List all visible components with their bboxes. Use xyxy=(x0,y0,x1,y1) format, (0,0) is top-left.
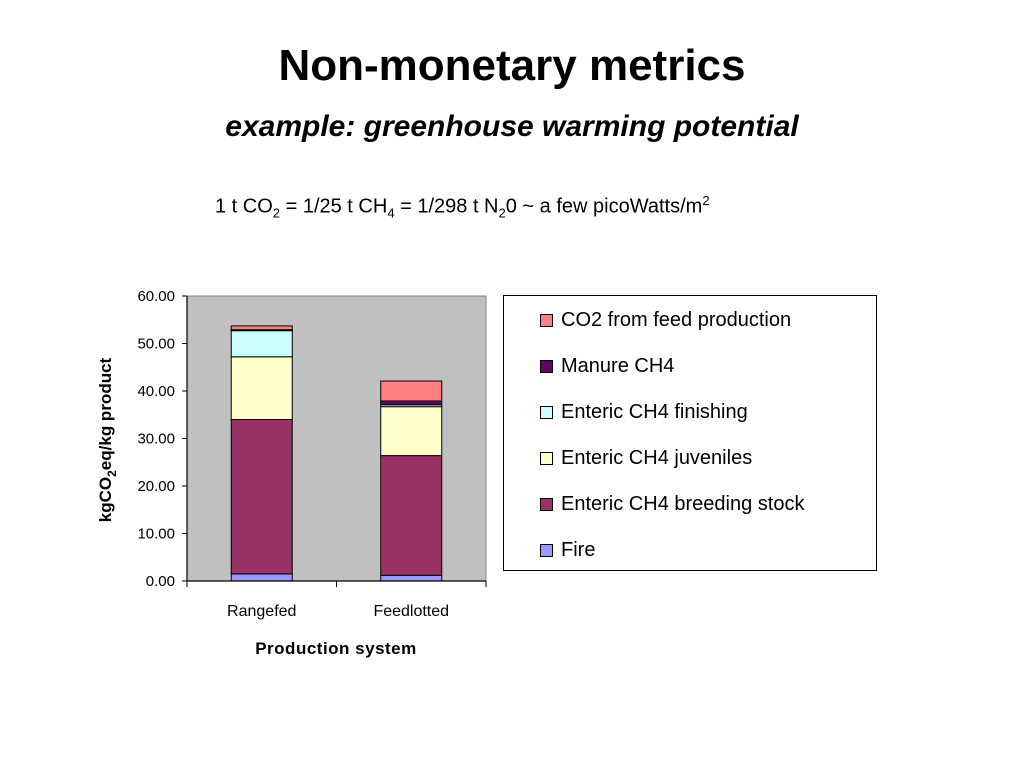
equation-part: = 1/298 t N xyxy=(394,195,499,218)
bar-segment xyxy=(380,400,443,406)
legend-swatch xyxy=(540,544,553,557)
y-axis-label-subscript: 2 xyxy=(105,470,119,477)
y-tick-label: 60.00 xyxy=(137,288,175,305)
legend-label: CO2 from feed production xyxy=(561,309,792,331)
legend-item: Fire xyxy=(540,539,595,562)
y-tick-label: 10.00 xyxy=(137,526,175,543)
y-tick-label: 50.00 xyxy=(137,336,175,353)
equation-subscript: 4 xyxy=(387,205,395,221)
legend-item: Manure CH4 xyxy=(540,355,674,378)
chart-legend: CO2 from feed production Manure CH4 Enteri… xyxy=(503,295,877,571)
axes xyxy=(182,295,487,587)
legend-label: Enteric CH4 juveniles xyxy=(561,447,753,469)
y-axis-label-part: kgCO xyxy=(96,477,115,522)
legend-swatch xyxy=(540,452,553,465)
legend-item: Enteric CH4 finishing xyxy=(540,401,748,424)
bar-segment xyxy=(380,574,443,582)
legend-swatch xyxy=(540,360,553,373)
y-tick-labels: 0.00 10.00 20.00 30.00 40.00 50.00 60.00 xyxy=(137,288,175,590)
x-axis-label: Production system xyxy=(255,639,417,658)
y-axis-label: kgCO2eq/kg product xyxy=(96,357,119,522)
x-tick-label: Rangefed xyxy=(227,603,296,620)
legend-swatch xyxy=(540,314,553,327)
bar-segment xyxy=(380,455,443,576)
slide-subtitle: example: greenhouse warming potential xyxy=(225,110,799,143)
legend-label: Enteric CH4 breeding stock xyxy=(561,493,805,515)
x-tick-labels: Rangefed Feedlotted xyxy=(227,603,449,620)
equation-subscript: 2 xyxy=(498,205,506,221)
bar-segment xyxy=(230,419,293,575)
legend-label: Manure CH4 xyxy=(561,355,675,377)
equation-part: 1 t CO xyxy=(215,195,273,218)
legend-item: Enteric CH4 breeding stock xyxy=(540,493,804,516)
y-axis-label-part: eq/kg product xyxy=(96,357,115,470)
legend-item: CO2 from feed production xyxy=(540,309,791,332)
legend-swatch xyxy=(540,498,553,511)
y-tick-label: 0.00 xyxy=(146,573,175,590)
equation-superscript: 2 xyxy=(702,193,710,208)
bar-segment xyxy=(380,406,443,457)
legend-item: Enteric CH4 juveniles xyxy=(540,447,752,470)
legend-swatch xyxy=(540,406,553,419)
bar-segment xyxy=(230,330,293,358)
slide-title: Non-monetary metrics xyxy=(278,41,746,90)
bar-segment xyxy=(230,573,293,582)
y-tick-label: 40.00 xyxy=(137,383,175,400)
bar-segment xyxy=(380,380,443,402)
equation-part: = 1/25 t CH xyxy=(280,195,388,218)
gwp-equation: 1 t CO2 = 1/25 t CH4 = 1/298 t N20 ~ a f… xyxy=(215,193,710,221)
equation-subscript: 2 xyxy=(272,205,281,221)
bars xyxy=(230,325,443,582)
x-tick-label: Feedlotted xyxy=(373,603,449,620)
y-tick-label: 20.00 xyxy=(137,478,175,495)
legend-label: Fire xyxy=(561,539,596,561)
legend-label: Enteric CH4 finishing xyxy=(561,401,748,423)
bar-segment xyxy=(230,356,293,420)
equation-part: 0 ~ a few picoWatts/m xyxy=(505,195,703,218)
bar-segment xyxy=(230,325,293,331)
y-tick-label: 30.00 xyxy=(137,431,175,448)
